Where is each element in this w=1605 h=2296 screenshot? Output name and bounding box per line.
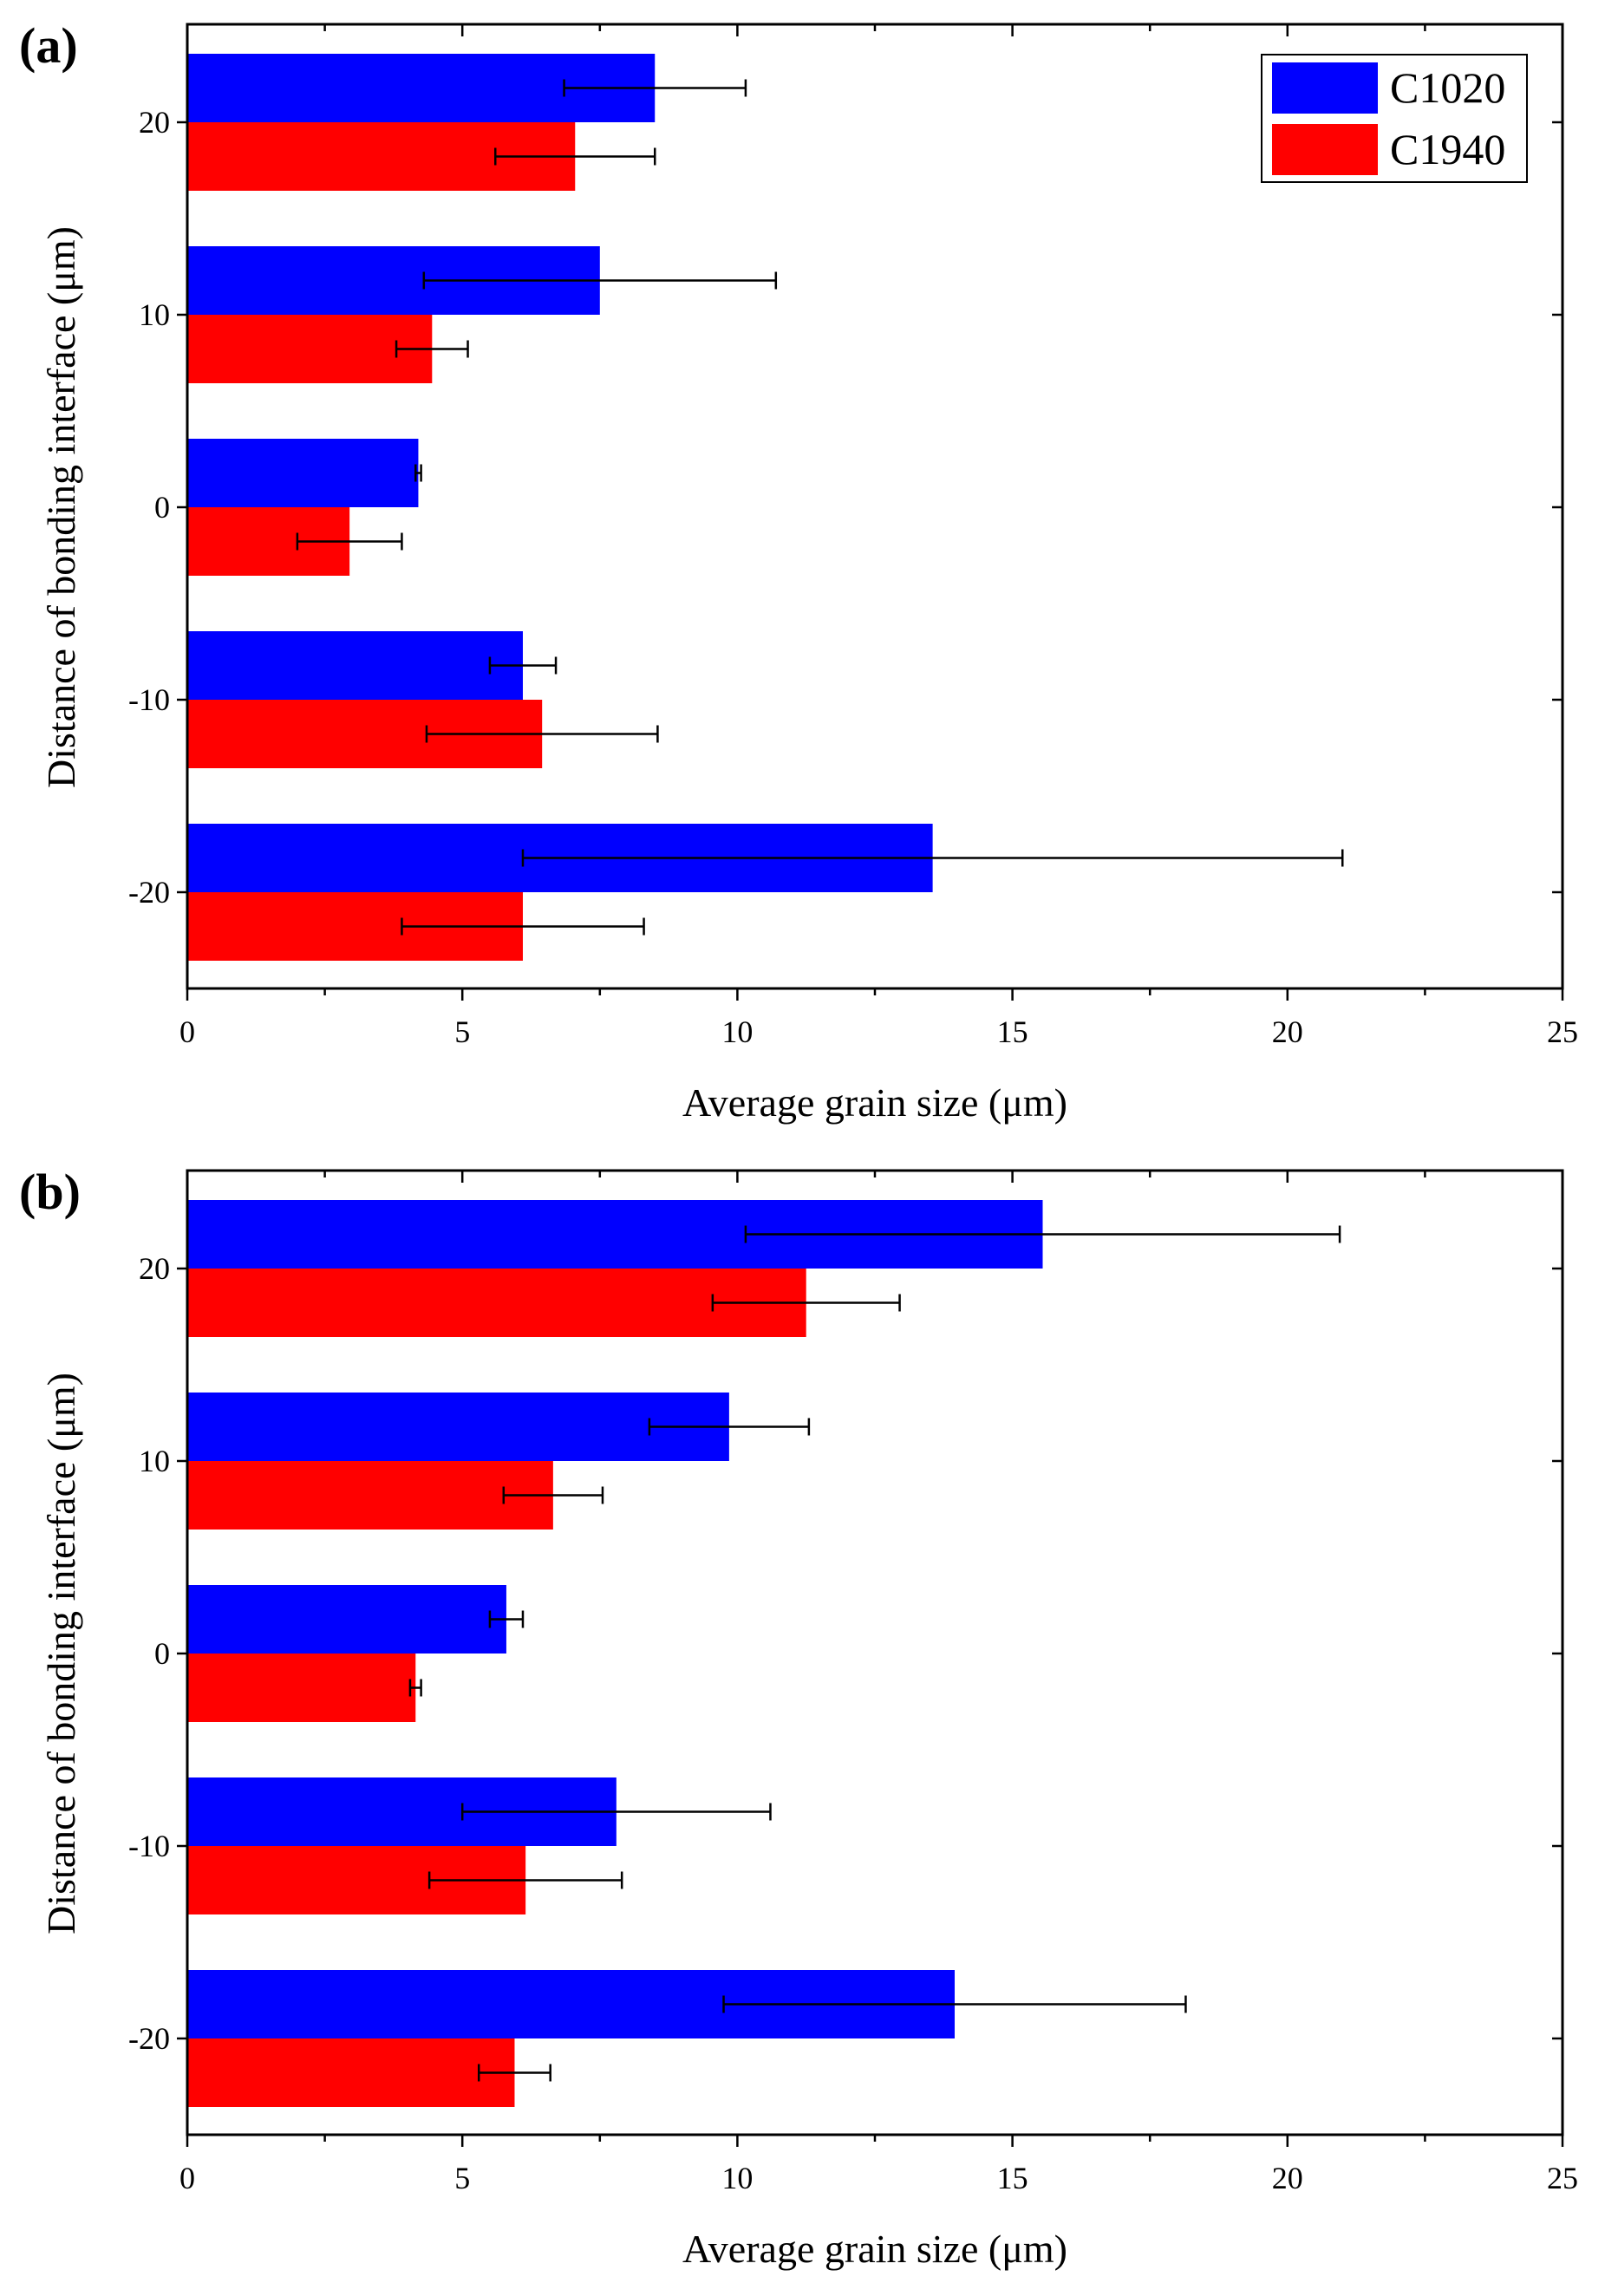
error-bar-c1940--20 <box>477 2064 551 2082</box>
panel-a: (a) 0 5 10 15 20 25 20 10 0 -10 -20 Average grain… <box>19 17 1578 1125</box>
error-bar-c1020-0 <box>488 1610 525 1628</box>
panel-a-x-axis-title: Average grain size (μm) <box>682 1080 1067 1125</box>
x-tick-label: 15 <box>997 2161 1028 2195</box>
legend: C1020 C1940 <box>1261 54 1528 183</box>
x-tick-label: 15 <box>997 1014 1028 1049</box>
error-bar-c1940-0 <box>296 532 403 551</box>
panel-b-ticks <box>177 1171 1564 2147</box>
legend-swatch-c1940 <box>1272 124 1378 175</box>
x-tick-label: 20 <box>1272 2161 1303 2195</box>
y-tick-label: 10 <box>139 1444 170 1478</box>
panel-b-y-tick-labels: 20 10 0 -10 -20 <box>128 1251 170 2056</box>
y-tick-label: 10 <box>139 297 170 332</box>
legend-label-c1940: C1940 <box>1390 125 1505 173</box>
legend-label-c1020: C1020 <box>1390 63 1505 112</box>
error-bar-c1940--20 <box>401 917 645 936</box>
error-bar-c1020-0 <box>414 464 422 482</box>
error-bar-c1940-10 <box>395 340 469 358</box>
panel-b-y-axis-title: Distance of bonding interface (μm) <box>39 1373 83 1934</box>
bar-c1020-0 <box>187 1585 506 1654</box>
error-bar-c1940-20 <box>494 147 656 166</box>
bar-c1940-10 <box>187 315 433 383</box>
panel-a-error-bars <box>296 79 1344 936</box>
x-tick-label: 5 <box>454 1014 470 1049</box>
error-bar-c1020-20 <box>744 1225 1341 1243</box>
bar-c1020--10 <box>187 631 523 700</box>
bar-c1940-0 <box>187 1654 416 1722</box>
bar-c1020-10 <box>187 1393 729 1461</box>
panel-a-label: (a) <box>19 17 78 74</box>
error-bar-c1020--20 <box>722 1995 1187 2013</box>
y-tick-label: -10 <box>128 1829 170 1863</box>
panel-a-bars <box>187 54 933 961</box>
error-bar-c1940-10 <box>502 1486 604 1504</box>
panel-a-x-tick-labels: 0 5 10 15 20 25 <box>179 1014 1578 1049</box>
x-tick-label: 10 <box>721 1014 753 1049</box>
x-tick-label: 0 <box>179 1014 195 1049</box>
panel-a-y-axis-title: Distance of bonding interface (μm) <box>39 226 83 788</box>
y-tick-label: -20 <box>128 875 170 910</box>
error-bar-c1940-20 <box>711 1294 901 1312</box>
bar-c1940--20 <box>187 2038 515 2107</box>
panel-b-x-axis-title: Average grain size (μm) <box>682 2227 1067 2271</box>
panel-b-label: (b) <box>19 1164 81 1220</box>
error-bar-c1940--10 <box>425 725 659 743</box>
error-bar-c1020-20 <box>563 79 747 97</box>
x-tick-label: 10 <box>721 2161 753 2195</box>
error-bar-c1020-10 <box>648 1418 811 1436</box>
x-tick-label: 0 <box>179 2161 195 2195</box>
y-tick-label: -20 <box>128 2021 170 2056</box>
error-bar-c1940--10 <box>427 1871 623 1889</box>
panel-a-ticks <box>177 24 1564 1001</box>
y-tick-label: 0 <box>154 1636 170 1671</box>
y-tick-label: 0 <box>154 490 170 525</box>
x-tick-label: 5 <box>454 2161 470 2195</box>
error-bar-c1020-10 <box>422 271 778 290</box>
bar-c1020-0 <box>187 439 419 507</box>
y-tick-label: -10 <box>128 682 170 717</box>
error-bar-c1020--10 <box>488 656 558 675</box>
y-tick-label: 20 <box>139 1251 170 1286</box>
error-bar-c1020--20 <box>521 849 1344 867</box>
bar-c1940-20 <box>187 1269 806 1337</box>
panel-b: (b) 0 5 10 15 20 25 20 10 0 -10 -20 Average grain… <box>19 1164 1578 2271</box>
x-tick-label: 25 <box>1547 2161 1578 2195</box>
x-tick-label: 20 <box>1272 1014 1303 1049</box>
x-tick-label: 25 <box>1547 1014 1578 1049</box>
panel-a-y-tick-labels: 20 10 0 -10 -20 <box>128 105 170 910</box>
panel-b-error-bars <box>408 1225 1341 2082</box>
bar-c1940-10 <box>187 1461 553 1530</box>
legend-swatch-c1020 <box>1272 62 1378 114</box>
error-bar-c1940-0 <box>408 1679 422 1697</box>
y-tick-label: 20 <box>139 105 170 140</box>
panel-b-x-tick-labels: 0 5 10 15 20 25 <box>179 2161 1578 2195</box>
error-bar-c1020--10 <box>460 1803 772 1821</box>
